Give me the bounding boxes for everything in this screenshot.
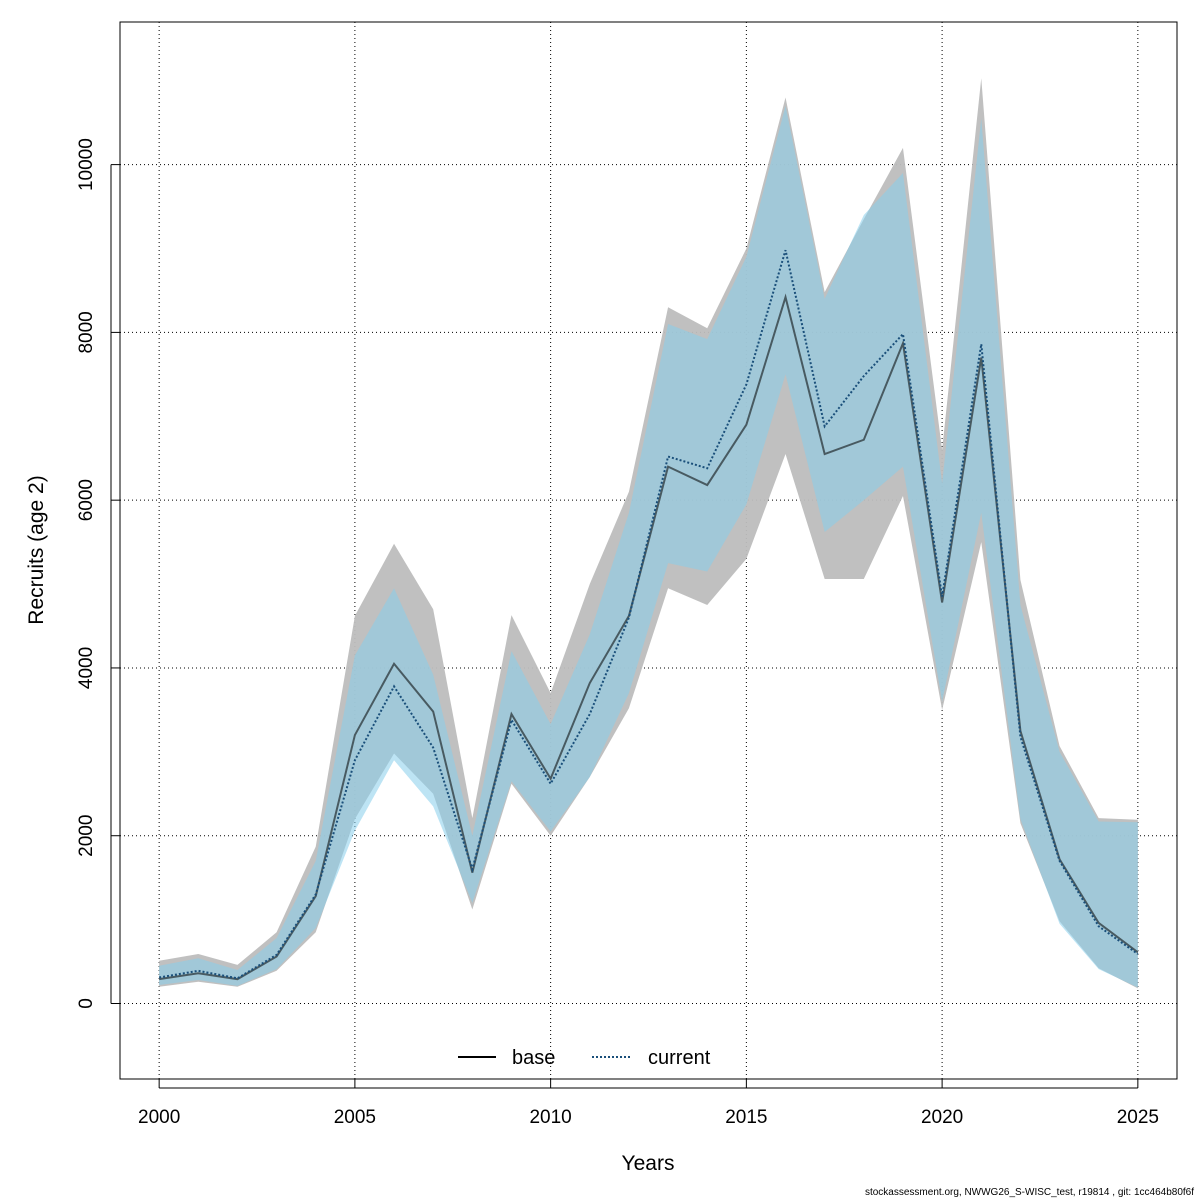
y-axis-title: Recruits (age 2) [25, 475, 48, 624]
x-tick-label-2010: 2010 [529, 1107, 571, 1128]
x-tick-label-2005: 2005 [334, 1107, 376, 1128]
x-axis-title: Years [622, 1152, 675, 1175]
y-tick-label-8000: 8000 [76, 311, 97, 353]
y-tick-label-2000: 2000 [76, 815, 97, 857]
x-tick-label-2025: 2025 [1117, 1107, 1159, 1128]
y-tick-label-4000: 4000 [76, 647, 97, 689]
x-tick-label-2000: 2000 [138, 1107, 180, 1128]
line-current [158, 249, 1139, 980]
legend-current-label: current [648, 1047, 711, 1069]
x-axis-ticks: 2000 2005 2010 2015 2020 2025 [138, 1079, 1159, 1128]
y-tick-label-0: 0 [76, 998, 97, 1009]
legend: base current [458, 1047, 711, 1069]
plot-frame [119, 21, 1178, 1080]
x-tick-label-2015: 2015 [725, 1107, 767, 1128]
series-lines [158, 249, 1139, 981]
footer-credit: stockassessment.org, NWWG26_S-WISC_test,… [864, 1187, 1194, 1198]
legend-base-label: base [512, 1047, 555, 1069]
y-axis-ticks: 0 2000 4000 6000 8000 10000 [76, 138, 120, 1009]
y-tick-label-10000: 10000 [76, 138, 97, 191]
y-tick-label-6000: 6000 [76, 479, 97, 521]
band-current [159, 105, 1138, 988]
x-tick-label-2020: 2020 [921, 1107, 963, 1128]
